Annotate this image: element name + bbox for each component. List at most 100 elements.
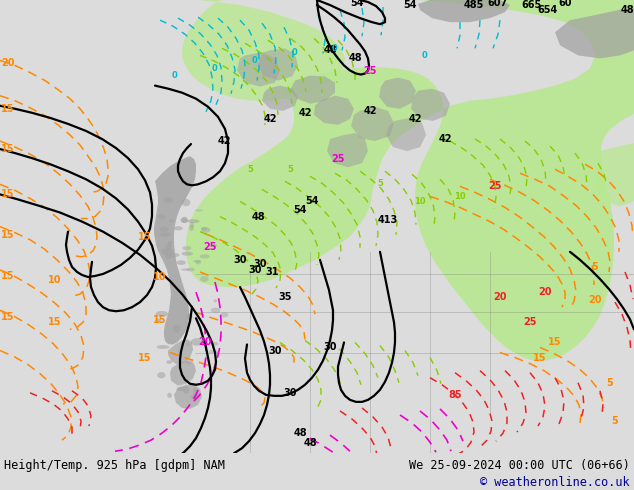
Text: 42: 42 — [438, 134, 452, 144]
Text: 42: 42 — [298, 108, 312, 118]
Ellipse shape — [191, 338, 204, 346]
Text: 15: 15 — [48, 318, 61, 327]
Text: 30: 30 — [283, 388, 297, 398]
Ellipse shape — [212, 342, 219, 346]
Ellipse shape — [173, 325, 181, 332]
Ellipse shape — [186, 268, 195, 271]
Polygon shape — [386, 118, 426, 151]
Polygon shape — [170, 361, 196, 386]
Ellipse shape — [200, 254, 210, 259]
Text: 15: 15 — [1, 190, 15, 199]
Polygon shape — [154, 156, 196, 344]
Ellipse shape — [181, 217, 188, 223]
Text: 54: 54 — [305, 196, 319, 206]
Text: 60: 60 — [559, 0, 572, 8]
Ellipse shape — [221, 312, 228, 318]
Text: 15: 15 — [138, 232, 152, 242]
Ellipse shape — [159, 232, 171, 237]
Polygon shape — [379, 77, 416, 109]
Ellipse shape — [177, 260, 186, 265]
Text: 5: 5 — [377, 179, 383, 188]
Text: 0: 0 — [252, 56, 258, 65]
Ellipse shape — [182, 199, 190, 206]
Text: 15: 15 — [533, 353, 547, 363]
Polygon shape — [262, 86, 298, 111]
Ellipse shape — [195, 209, 203, 211]
Text: 30: 30 — [323, 343, 337, 352]
Text: 54: 54 — [350, 0, 364, 8]
Text: 5: 5 — [612, 416, 618, 426]
Text: 30: 30 — [268, 345, 281, 356]
Ellipse shape — [186, 313, 193, 320]
Text: 10: 10 — [414, 197, 426, 206]
Text: 48: 48 — [348, 53, 362, 63]
Ellipse shape — [157, 372, 165, 378]
Ellipse shape — [209, 350, 218, 354]
Text: 0: 0 — [292, 48, 298, 57]
Ellipse shape — [190, 394, 198, 399]
Text: 0: 0 — [172, 71, 178, 80]
Text: 15: 15 — [1, 312, 15, 322]
Ellipse shape — [187, 219, 200, 223]
Text: 15: 15 — [548, 338, 562, 347]
Ellipse shape — [166, 360, 172, 364]
Ellipse shape — [160, 227, 169, 232]
Polygon shape — [418, 0, 510, 22]
Polygon shape — [290, 75, 335, 104]
Ellipse shape — [176, 387, 185, 392]
Text: 10: 10 — [454, 192, 466, 201]
Text: 25: 25 — [523, 318, 537, 327]
Text: 0: 0 — [422, 51, 428, 60]
Text: 20: 20 — [538, 287, 552, 297]
Polygon shape — [168, 340, 193, 365]
Text: 48: 48 — [620, 5, 634, 15]
Ellipse shape — [183, 246, 191, 250]
Ellipse shape — [167, 393, 172, 398]
Polygon shape — [258, 49, 298, 80]
Text: 5: 5 — [607, 378, 613, 388]
Ellipse shape — [195, 260, 201, 265]
Polygon shape — [411, 89, 450, 121]
Text: 48: 48 — [251, 212, 265, 221]
Ellipse shape — [189, 225, 194, 231]
Ellipse shape — [210, 308, 221, 313]
Ellipse shape — [155, 319, 162, 322]
Text: 42: 42 — [363, 106, 377, 116]
Text: 15: 15 — [1, 230, 15, 240]
Text: 0: 0 — [212, 64, 218, 73]
Text: 35: 35 — [278, 292, 292, 302]
Ellipse shape — [158, 214, 165, 220]
Text: 0: 0 — [332, 44, 338, 53]
Text: 25: 25 — [363, 66, 377, 75]
Text: 30: 30 — [233, 255, 247, 265]
Ellipse shape — [183, 386, 190, 394]
Text: 42: 42 — [263, 114, 277, 124]
Text: 15: 15 — [1, 104, 15, 114]
Ellipse shape — [181, 251, 193, 256]
Polygon shape — [186, 0, 634, 361]
Text: 15: 15 — [153, 315, 167, 325]
Ellipse shape — [186, 343, 190, 346]
Text: 42: 42 — [217, 136, 231, 146]
Text: 10: 10 — [48, 275, 61, 285]
Ellipse shape — [181, 269, 190, 271]
Text: 20: 20 — [1, 58, 15, 69]
Polygon shape — [327, 133, 368, 167]
Text: 25: 25 — [331, 154, 345, 164]
Ellipse shape — [193, 388, 197, 395]
Text: 54: 54 — [403, 0, 417, 10]
Text: 413: 413 — [378, 215, 398, 224]
Ellipse shape — [155, 311, 168, 317]
Text: 48: 48 — [323, 46, 337, 55]
Text: 48: 48 — [293, 428, 307, 438]
Polygon shape — [174, 385, 202, 409]
Text: 15: 15 — [138, 353, 152, 363]
Ellipse shape — [169, 219, 173, 223]
Text: 25: 25 — [488, 181, 501, 191]
Ellipse shape — [181, 218, 188, 223]
Ellipse shape — [157, 345, 169, 349]
Text: 665: 665 — [522, 0, 542, 10]
Polygon shape — [555, 8, 634, 58]
Polygon shape — [145, 0, 345, 101]
Text: 5: 5 — [287, 165, 293, 174]
